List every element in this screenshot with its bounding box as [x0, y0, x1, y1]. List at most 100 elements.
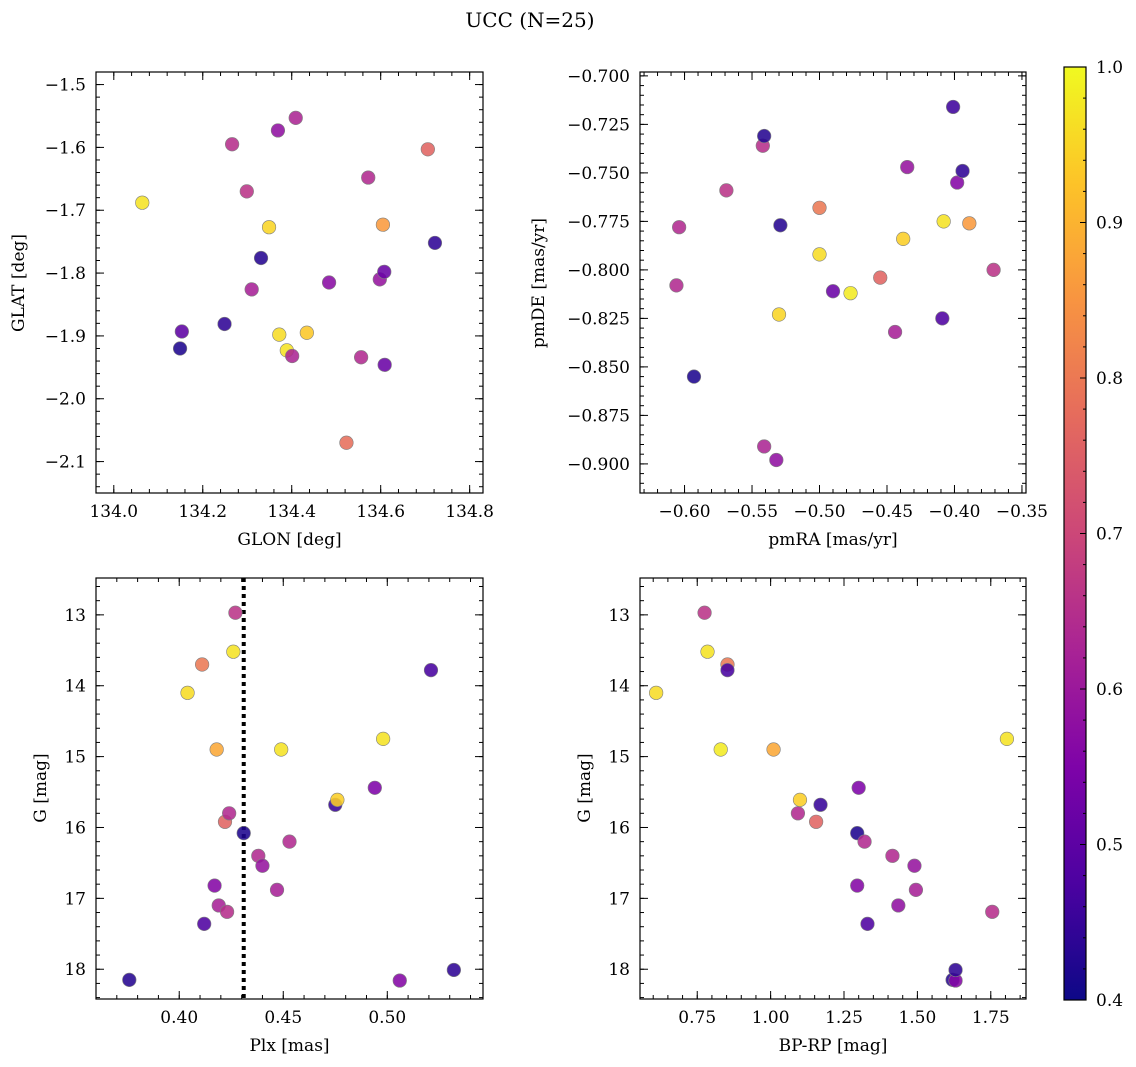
- data-point: [236, 826, 251, 841]
- data-point: [697, 605, 712, 620]
- y-tick-label: −0.700: [567, 67, 630, 87]
- data-point: [843, 286, 858, 301]
- y-axis-label: GLAT [deg]: [9, 234, 29, 332]
- data-point: [812, 247, 827, 262]
- colorbar-tick-label: 0.5: [1096, 836, 1123, 856]
- scatter-points: [122, 605, 461, 988]
- data-point: [757, 439, 772, 454]
- y-tick-label: 15: [64, 748, 86, 768]
- data-point: [686, 369, 702, 384]
- data-point: [274, 742, 289, 757]
- data-point: [857, 834, 872, 849]
- data-point: [896, 231, 911, 246]
- scatter-points: [649, 605, 1015, 988]
- data-point: [367, 780, 382, 795]
- x-axis-label: BP-RP [mag]: [779, 1036, 888, 1056]
- data-point: [174, 324, 189, 339]
- y-tick-label: 18: [64, 960, 86, 980]
- y-tick-label: 13: [64, 606, 86, 626]
- data-point: [720, 663, 735, 678]
- colorbar-tick-label: 0.6: [1096, 680, 1123, 700]
- y-tick-label: −0.900: [567, 455, 630, 475]
- data-point: [962, 216, 977, 231]
- data-point: [377, 264, 392, 279]
- colorbar: 0.4 0.5 0.6 0.7 0.8 0.9 1.0: [1063, 58, 1123, 1011]
- data-point: [375, 217, 391, 232]
- panel-top-right: −0.60 −0.55 −0.50 −0.45 −0.40 −0.35 −0.700 −0.7…: [529, 67, 1048, 550]
- y-tick-label: 18: [608, 960, 630, 980]
- plot-frame: [639, 577, 1027, 1000]
- panel-bottom-left: 0.40 0.45 0.50 13 14 15 16 17 18 Plx [mas] G [mag]: [31, 577, 484, 1056]
- y-tick-label: −0.725: [567, 115, 630, 135]
- data-point: [825, 284, 841, 299]
- y-tick-label: −0.825: [567, 309, 630, 329]
- data-point: [700, 644, 715, 659]
- x-tick-label: −0.40: [928, 502, 980, 522]
- plot-frame: [95, 71, 484, 494]
- data-point: [669, 278, 684, 293]
- y-tick-label: 16: [608, 818, 630, 838]
- data-point: [253, 250, 269, 266]
- data-point: [985, 904, 1000, 919]
- data-point: [771, 307, 787, 322]
- data-point: [377, 357, 392, 372]
- x-tick-label: −0.55: [726, 502, 778, 522]
- data-point: [420, 142, 435, 157]
- data-point: [261, 220, 277, 235]
- data-point: [180, 685, 195, 700]
- data-point: [222, 806, 237, 821]
- data-point: [122, 972, 137, 987]
- x-tick-label: −0.45: [861, 502, 913, 522]
- data-point: [361, 170, 376, 185]
- data-point: [209, 742, 224, 757]
- data-point: [225, 137, 240, 152]
- data-point: [288, 110, 303, 125]
- data-point: [766, 742, 781, 757]
- data-point: [887, 324, 903, 340]
- data-point: [330, 792, 345, 807]
- y-tick-label: 17: [608, 889, 630, 909]
- x-tick-label: 1.75: [972, 1008, 1010, 1028]
- colorbar-gradient: [1064, 67, 1086, 1000]
- plot-frame: [639, 71, 1027, 494]
- y-tick-label: −1.6: [45, 138, 86, 158]
- data-point: [813, 797, 828, 812]
- data-point: [255, 858, 270, 873]
- data-point: [790, 806, 806, 821]
- data-point: [392, 973, 407, 988]
- data-point: [719, 183, 734, 198]
- data-point: [299, 325, 314, 340]
- x-tick-label: 134.0: [89, 502, 138, 522]
- data-point: [172, 341, 188, 356]
- y-tick-label: −0.850: [567, 358, 630, 378]
- x-tick-label: 1.25: [825, 1008, 863, 1028]
- x-tick-label: 0.75: [678, 1008, 716, 1028]
- data-point: [946, 99, 961, 115]
- y-tick-label: −1.7: [45, 201, 86, 221]
- data-point: [423, 663, 439, 678]
- y-tick-label: −2.1: [45, 453, 86, 473]
- data-point: [885, 848, 900, 863]
- data-point: [955, 163, 970, 179]
- data-point: [850, 878, 865, 893]
- y-tick-label: −0.875: [567, 406, 630, 426]
- data-point: [217, 316, 232, 332]
- y-tick-label: −1.9: [45, 327, 86, 347]
- data-point: [900, 159, 915, 175]
- data-point: [948, 962, 963, 978]
- data-point: [713, 742, 728, 757]
- x-tick-label: 0.45: [264, 1008, 302, 1028]
- data-point: [672, 220, 687, 235]
- data-point: [873, 270, 888, 285]
- y-tick-label: −0.775: [567, 212, 630, 232]
- data-point: [907, 858, 922, 873]
- x-tick-label: 134.8: [445, 502, 494, 522]
- data-point: [269, 882, 285, 897]
- data-point: [757, 128, 772, 144]
- y-tick-label: 14: [608, 677, 630, 697]
- y-axis-label: G [mag]: [575, 753, 595, 822]
- y-tick-label: −2.0: [45, 390, 86, 410]
- data-point: [228, 605, 243, 620]
- data-point: [908, 882, 924, 897]
